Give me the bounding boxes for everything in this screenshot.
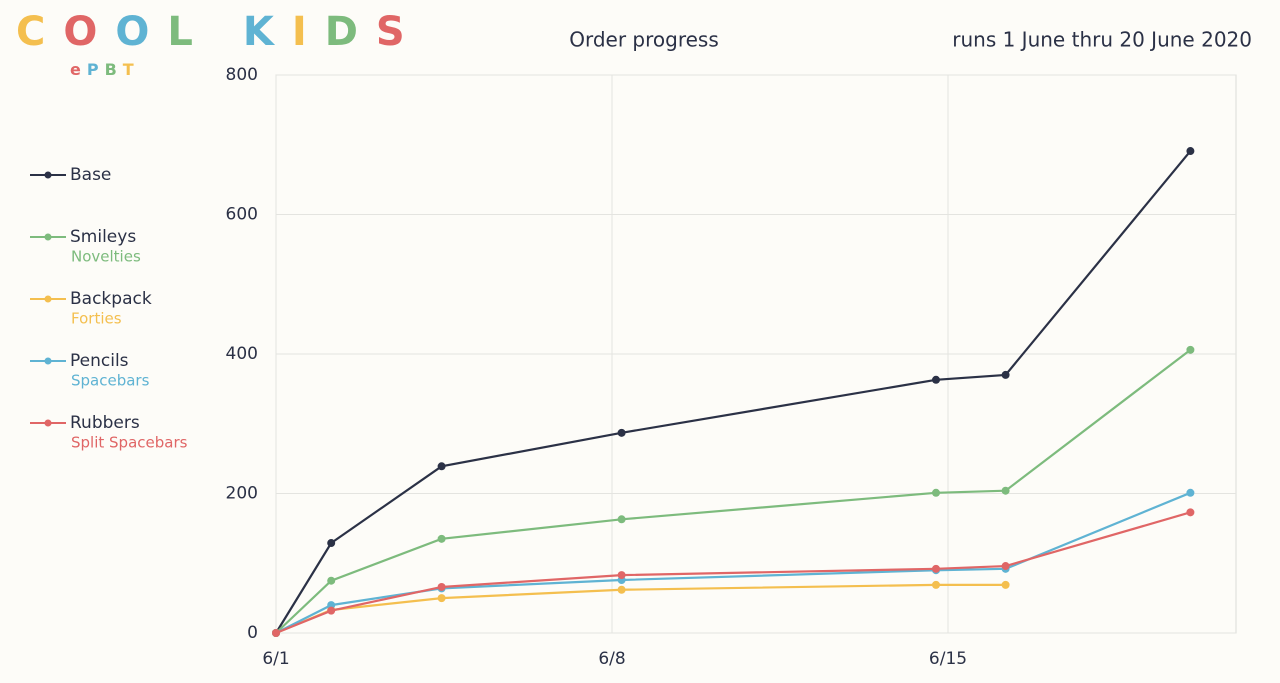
logo-letter: e bbox=[70, 60, 87, 79]
data-point bbox=[327, 601, 336, 610]
y-tick-label: 0 bbox=[247, 623, 258, 643]
logo-letter: T bbox=[123, 60, 140, 79]
logo-letter: P bbox=[87, 60, 105, 79]
y-tick-label: 800 bbox=[226, 65, 258, 85]
data-point bbox=[932, 488, 940, 497]
y-tick-label: 400 bbox=[226, 344, 258, 364]
legend-swatch-dot bbox=[44, 171, 52, 179]
data-point bbox=[437, 582, 446, 591]
data-point bbox=[1186, 488, 1195, 497]
data-point bbox=[1001, 580, 1010, 589]
data-point bbox=[327, 576, 336, 585]
data-point bbox=[1001, 486, 1010, 495]
legend-label: Pencils bbox=[70, 351, 129, 371]
legend-sublabel: Novelties bbox=[71, 248, 141, 266]
data-point bbox=[437, 534, 446, 543]
data-point bbox=[617, 585, 626, 594]
logo-letter bbox=[211, 9, 243, 55]
data-point bbox=[327, 539, 336, 548]
data-point bbox=[932, 375, 940, 384]
data-point bbox=[437, 462, 446, 471]
data-point bbox=[932, 564, 940, 573]
legend-sublabel: Forties bbox=[71, 310, 122, 328]
data-point bbox=[1001, 370, 1010, 379]
logo-letter: B bbox=[105, 60, 123, 79]
legend-swatch-dot bbox=[44, 233, 52, 241]
legend-swatch-dot bbox=[44, 295, 52, 303]
x-tick-label: 6/1 bbox=[262, 649, 289, 669]
chart-subtitle: runs 1 June thru 20 June 2020 bbox=[952, 28, 1252, 52]
logo-subtext: ePBT bbox=[70, 60, 140, 79]
logo-letter: O bbox=[63, 9, 115, 55]
data-point bbox=[272, 629, 280, 637]
data-point bbox=[932, 580, 940, 589]
data-point bbox=[1186, 147, 1195, 156]
data-point bbox=[327, 606, 336, 615]
data-point bbox=[617, 515, 626, 524]
logo-letter: O bbox=[115, 9, 167, 55]
legend-label: Smileys bbox=[70, 227, 136, 247]
logo: COOL KIDS bbox=[16, 9, 423, 55]
x-tick-label: 6/8 bbox=[598, 649, 625, 669]
data-point bbox=[437, 594, 446, 603]
legend-label: Backpack bbox=[70, 289, 152, 309]
logo-letter: I bbox=[292, 9, 325, 55]
logo-letter: K bbox=[243, 9, 292, 55]
x-tick-label: 6/15 bbox=[929, 649, 967, 669]
legend-swatch-dot bbox=[44, 357, 52, 365]
data-point bbox=[617, 428, 626, 437]
data-point bbox=[1186, 508, 1195, 517]
data-point bbox=[1001, 562, 1010, 571]
logo-letter: D bbox=[325, 9, 376, 55]
legend-sublabel: Split Spacebars bbox=[71, 434, 188, 452]
chart-title: Order progress bbox=[569, 28, 719, 52]
legend-sublabel: Spacebars bbox=[71, 372, 150, 390]
legend-label: Rubbers bbox=[70, 413, 140, 433]
legend-label: Base bbox=[70, 165, 111, 185]
data-point bbox=[1186, 345, 1195, 354]
logo-letter: S bbox=[376, 9, 423, 55]
y-tick-label: 600 bbox=[226, 205, 258, 225]
logo-letter: L bbox=[167, 9, 211, 55]
logo-letter: C bbox=[16, 9, 63, 55]
legend-swatch-dot bbox=[44, 419, 52, 427]
y-tick-label: 200 bbox=[226, 484, 258, 504]
data-point bbox=[617, 571, 626, 580]
